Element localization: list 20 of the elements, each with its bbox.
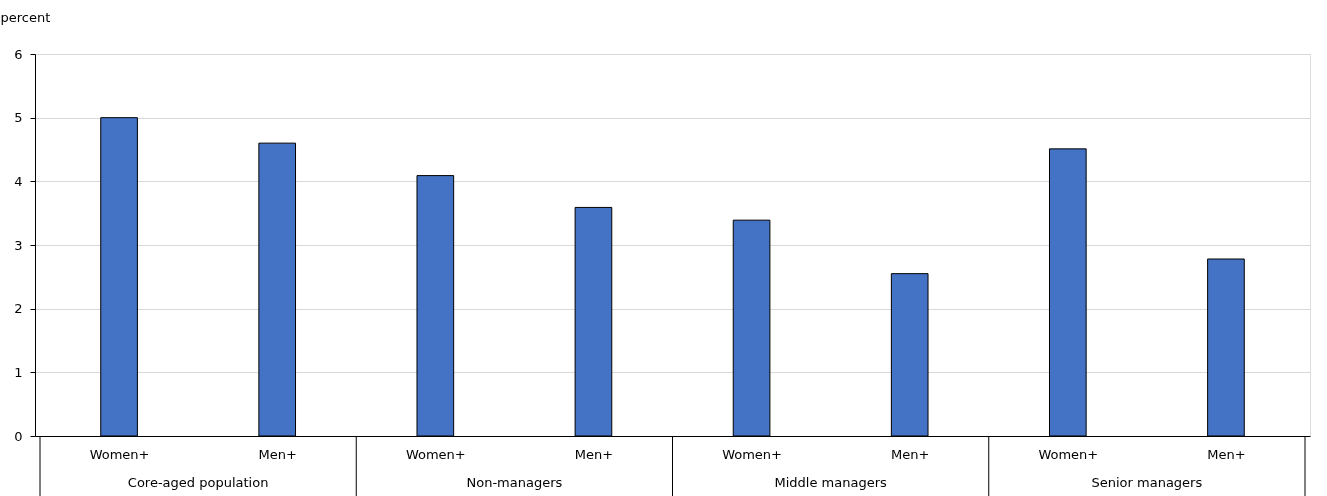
y-tick-label: 6: [14, 46, 23, 62]
x-tick-label: Women+: [405, 446, 466, 462]
y-tick-label: 2: [14, 301, 23, 317]
text: Senior managers: [1091, 475, 1203, 490]
x-tick-label: Men+: [1207, 446, 1246, 462]
y-tick-label: 4: [14, 173, 23, 189]
x-tick-label: Women+: [1038, 446, 1099, 462]
x-tick-label: Men+: [258, 446, 297, 462]
text: Middle managers: [774, 475, 887, 490]
text: Non-managers: [466, 475, 563, 490]
x-tick-label: Men+: [891, 446, 930, 462]
y-tick-label: 0: [14, 428, 23, 444]
x-tick-label: Women+: [722, 446, 782, 462]
y-tick-label: 5: [14, 110, 23, 126]
x-tick-label: Women+: [89, 446, 150, 462]
text: Core-aged population: [127, 475, 269, 490]
y-tick-label: 3: [14, 237, 23, 253]
x-tick-label: Men+: [574, 446, 614, 462]
y-axis-title: percent: [0, 9, 51, 25]
y-tick-label: 1: [14, 364, 23, 380]
